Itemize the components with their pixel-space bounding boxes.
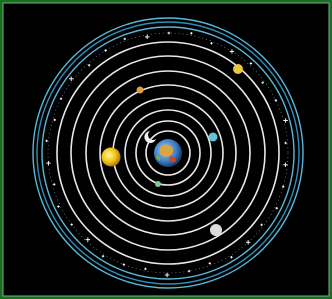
- sun: [102, 148, 121, 167]
- jupiter: [233, 64, 243, 74]
- saturn: [210, 224, 222, 236]
- mars: [137, 87, 144, 94]
- illustration-frame: [0, 0, 332, 299]
- mercury: [155, 181, 161, 187]
- earth: [154, 139, 182, 167]
- venus: [209, 133, 218, 142]
- geocentric-cosmos: [0, 0, 332, 299]
